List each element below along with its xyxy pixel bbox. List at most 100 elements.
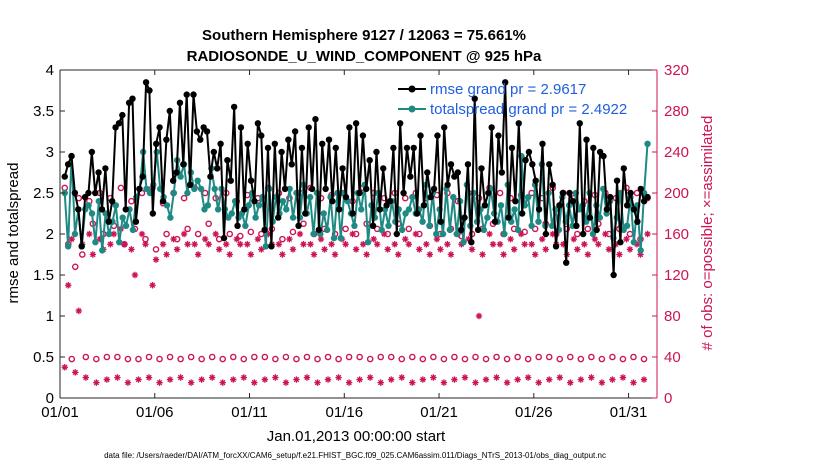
obs-possible-point	[535, 353, 542, 361]
rmse-data-point	[325, 136, 333, 143]
rmse-data-point	[142, 79, 150, 86]
obs-assimilated-point	[510, 246, 518, 253]
obs-possible-point	[198, 355, 205, 363]
obs-possible-point	[205, 220, 212, 228]
obs-possible-point	[128, 197, 135, 205]
rmse-data-point	[159, 198, 167, 205]
rmse-data-point	[390, 144, 397, 152]
totalspread-data-point	[64, 243, 72, 250]
obs-possible-point	[124, 355, 132, 363]
obs-possible-point	[226, 230, 234, 238]
data-file-footer: data file: /Users/raeder/DAI/ATM_forcXX/…	[104, 451, 606, 460]
rmse-data-point	[369, 222, 377, 229]
obs-assimilated-point	[482, 376, 490, 383]
rmse-data-point	[444, 181, 451, 188]
obs-assimilated-point	[82, 374, 90, 381]
rmse-data-point	[237, 124, 245, 131]
obs-possible-point	[272, 355, 279, 363]
totalspread-data-point	[514, 226, 522, 234]
obs-assimilated-point	[605, 246, 613, 253]
rmse-data-point	[64, 161, 72, 168]
obs-assimilated-point	[574, 246, 581, 253]
rmse-data-point	[488, 124, 495, 131]
x-axis-label: Jan.01,2013 00:00:00 start	[267, 428, 446, 445]
rmse-data-point	[566, 189, 573, 197]
rmse-data-point	[637, 185, 644, 193]
rmse-data-point	[393, 230, 400, 238]
totalspread-data-point	[337, 234, 344, 242]
obs-possible-point	[163, 230, 170, 238]
obs-possible-point	[152, 246, 160, 253]
rmse-data-point	[210, 148, 218, 156]
rmse-data-point	[220, 234, 228, 242]
obs-possible-point	[405, 225, 413, 233]
obs-assimilated-point	[138, 230, 146, 238]
y-left-tick-label: 3.5	[33, 103, 54, 120]
totalspread-data-point	[286, 185, 293, 193]
obs-assimilated-point	[328, 241, 335, 248]
obs-assimilated-point	[163, 251, 170, 258]
obs-assimilated-point	[612, 241, 620, 248]
obs-possible-point	[156, 355, 163, 363]
totalspread-data-point	[589, 230, 597, 238]
obs-assimilated-point	[342, 241, 349, 248]
totalspread-data-point	[177, 173, 184, 180]
rmse-data-point	[424, 169, 431, 176]
obs-possible-point	[180, 194, 188, 202]
obs-assimilated-point	[230, 376, 237, 383]
obs-assimilated-point	[430, 374, 437, 381]
obs-possible-point	[440, 355, 448, 363]
obs-assimilated-point	[208, 374, 216, 381]
obs-assimilated-point	[96, 235, 104, 243]
obs-assimilated-point	[173, 246, 181, 253]
obs-assimilated-point	[623, 235, 630, 243]
rmse-data-point	[630, 206, 638, 213]
rmse-data-point	[380, 165, 387, 172]
obs-assimilated-point	[300, 241, 307, 248]
rmse-data-point	[85, 189, 92, 197]
rmse-data-point	[376, 206, 384, 213]
obs-possible-point	[493, 353, 500, 361]
rmse-data-point	[264, 144, 272, 152]
totalspread-data-point	[358, 206, 365, 213]
obs-possible-point	[314, 355, 321, 363]
obs-possible-point	[184, 225, 191, 233]
obs-possible-point	[521, 228, 528, 236]
y-right-tick-label: 320	[664, 62, 689, 79]
obs-assimilated-point	[156, 379, 163, 386]
obs-possible-point	[619, 355, 627, 363]
rmse-data-point	[302, 210, 309, 217]
rmse-data-point	[180, 161, 187, 168]
obs-assimilated-point	[219, 379, 226, 386]
data-layer	[60, 70, 657, 398]
rmse-data-point	[532, 177, 539, 184]
obs-assimilated-point	[149, 282, 156, 289]
rmse-data-point	[559, 189, 567, 197]
obs-possible-point	[409, 353, 416, 361]
rmse-data-point	[586, 214, 594, 221]
rmse-data-point	[413, 210, 421, 217]
rmse-data-point	[190, 91, 197, 98]
obs-possible-point	[194, 230, 202, 238]
obs-assimilated-point	[335, 374, 342, 381]
obs-assimilated-point	[616, 251, 623, 258]
rmse-data-point	[88, 148, 96, 156]
rmse-data-point	[122, 206, 129, 213]
obs-assimilated-point	[114, 374, 121, 381]
obs-assimilated-point	[560, 241, 567, 248]
totalspread-data-point	[453, 230, 460, 238]
totalspread-data-point	[105, 230, 113, 238]
rmse-data-point	[563, 259, 570, 266]
totalspread-data-point	[480, 226, 488, 234]
rmse-data-point	[163, 136, 170, 143]
obs-assimilated-point	[233, 235, 240, 243]
obs-assimilated-point	[366, 374, 374, 381]
totalspread-data-point	[119, 214, 126, 221]
rmse-data-point	[613, 177, 621, 184]
rmse-data-point	[546, 161, 553, 168]
y-right-tick-label: 80	[664, 308, 681, 325]
rmse-data-point	[600, 152, 607, 160]
obs-assimilated-point	[107, 241, 114, 248]
obs-assimilated-point	[212, 230, 219, 238]
rmse-data-point	[525, 148, 533, 156]
